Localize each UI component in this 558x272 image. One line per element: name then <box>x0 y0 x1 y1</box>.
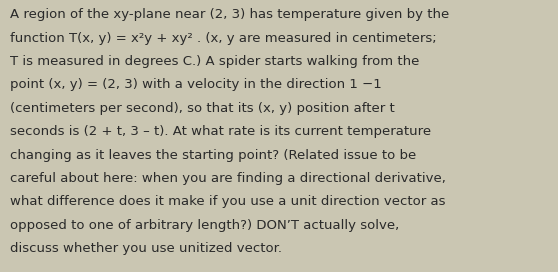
Text: function T(x, y) = x²y + xy² . (x, y are measured in centimeters;: function T(x, y) = x²y + xy² . (x, y are… <box>10 32 437 45</box>
Text: seconds is (2 + t, 3 – t). At what rate is its current temperature: seconds is (2 + t, 3 – t). At what rate … <box>10 125 431 138</box>
Text: discuss whether you use unitized vector.: discuss whether you use unitized vector. <box>10 242 282 255</box>
Text: T is measured in degrees C.) A spider starts walking from the: T is measured in degrees C.) A spider st… <box>10 55 420 68</box>
Text: careful about here: when you are finding a directional derivative,: careful about here: when you are finding… <box>10 172 446 185</box>
Text: changing as it leaves the starting point? (Related issue to be: changing as it leaves the starting point… <box>10 149 416 162</box>
Text: A region of the xy-plane near (2, 3) has temperature given by the: A region of the xy-plane near (2, 3) has… <box>10 8 449 21</box>
Text: point (x, y) = (2, 3) with a velocity in the direction 1 −1: point (x, y) = (2, 3) with a velocity in… <box>10 78 382 91</box>
Text: what difference does it make if you use a unit direction vector as: what difference does it make if you use … <box>10 195 445 208</box>
Text: (centimeters per second), so that its (x, y) position after t: (centimeters per second), so that its (x… <box>10 102 395 115</box>
Text: opposed to one of arbitrary length?) DON’T actually solve,: opposed to one of arbitrary length?) DON… <box>10 219 400 232</box>
